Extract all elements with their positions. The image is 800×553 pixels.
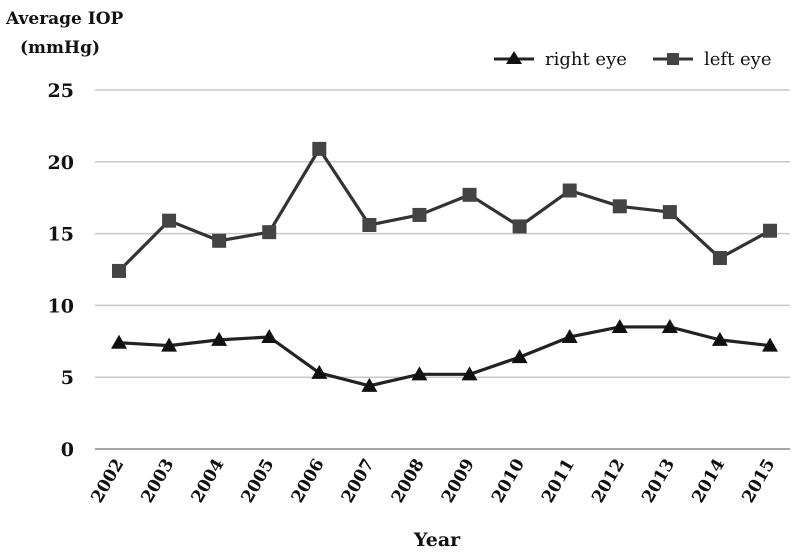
y-axis-title-line-1: Average IOP	[5, 9, 124, 29]
point-right-eye	[111, 334, 127, 349]
y-tick-label: 20	[48, 152, 74, 174]
gridlines	[95, 89, 790, 378]
y-tick-label: 25	[48, 80, 74, 102]
x-axis-title: Year	[413, 529, 461, 551]
point-right-eye	[361, 377, 378, 392]
point-right-eye	[461, 366, 478, 381]
x-tick-label: 2013	[638, 456, 679, 507]
x-tick-label: 2011	[538, 456, 579, 507]
x-tick-label: 2008	[388, 456, 429, 507]
point-left-eye	[712, 251, 727, 266]
point-left-eye	[262, 225, 277, 240]
x-tick-label: 2014	[688, 455, 729, 506]
point-right-eye	[211, 331, 228, 346]
x-tick-label: 2007	[338, 456, 379, 507]
point-left-eye	[162, 213, 177, 228]
point-right-eye	[511, 349, 528, 364]
point-left-eye	[512, 219, 527, 234]
x-tick-label: 2004	[187, 455, 228, 506]
point-left-eye	[462, 187, 477, 202]
x-tick-label: 2009	[438, 456, 479, 507]
legend-right-eye-marker	[506, 51, 522, 64]
x-tick-label: 2010	[488, 455, 529, 506]
point-left-eye	[112, 263, 126, 278]
point-right-eye	[161, 337, 178, 352]
point-right-eye	[762, 337, 778, 352]
legend-item-right-eye: right eye	[494, 49, 627, 70]
y-tick-label: 10	[48, 295, 74, 317]
x-tick-label: 2003	[137, 456, 178, 507]
point-left-eye	[612, 199, 627, 214]
y-axis-title-line-2: (mmHg)	[20, 38, 100, 58]
series-layer	[111, 141, 778, 392]
series-line-left-eye	[117, 147, 771, 273]
x-tick-label: 2015	[738, 456, 779, 507]
point-left-eye	[362, 217, 377, 232]
point-left-eye	[212, 233, 227, 248]
point-left-eye	[662, 205, 677, 220]
legend-right-eye-label: right eye	[545, 49, 627, 70]
y-axis-title: Average IOP (mmHg)	[5, 9, 124, 58]
y-tick-label: 15	[48, 224, 74, 246]
point-left-eye	[412, 207, 427, 222]
point-right-eye	[261, 328, 278, 343]
series-right-eye	[111, 318, 778, 392]
point-left-eye	[312, 141, 327, 156]
series-line-right-eye	[118, 325, 771, 388]
x-tick-label: 2006	[288, 456, 329, 507]
x-tick-label: 2005	[238, 456, 279, 507]
y-tick-label: 5	[61, 367, 74, 389]
series-left-eye	[112, 141, 777, 278]
point-left-eye	[562, 183, 577, 198]
point-right-eye	[411, 366, 428, 381]
point-right-eye	[661, 318, 678, 333]
y-axis-ticks: 0 5 10 15 20 25	[48, 80, 74, 461]
x-tick-label: 2012	[588, 456, 629, 507]
y-tick-label: 0	[61, 439, 74, 461]
legend-item-left-eye: left eye	[653, 49, 772, 70]
x-tick-label: 2002	[87, 456, 128, 507]
x-axis-ticks: 2002 2003 2004 2005 2006 2007 2008 2009 2010 2011…	[87, 455, 779, 506]
point-right-eye	[311, 364, 328, 379]
point-right-eye	[711, 331, 728, 346]
legend-left-eye-marker	[667, 53, 679, 65]
point-right-eye	[611, 318, 628, 333]
point-right-eye	[561, 328, 578, 343]
legend: right eye left eye	[494, 49, 772, 70]
legend-left-eye-label: left eye	[704, 49, 772, 70]
point-left-eye	[763, 223, 777, 238]
